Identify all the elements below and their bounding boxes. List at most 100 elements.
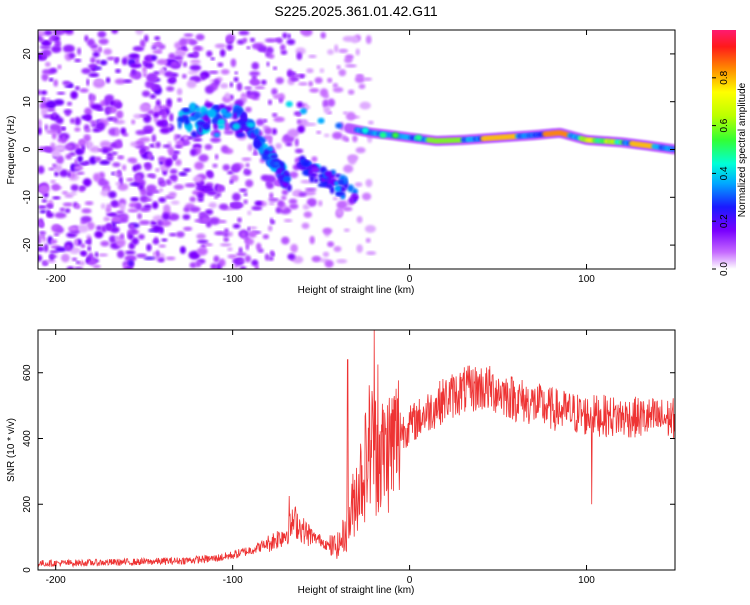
spectrogram-cell (176, 88, 183, 96)
spectrogram-cell (218, 220, 227, 224)
spectrogram-cell (245, 179, 254, 188)
spectrogram-cell (116, 210, 125, 215)
spectrogram-cell (217, 62, 224, 67)
spectrogram-cell (43, 30, 53, 36)
spectrogram-cell (44, 124, 48, 131)
spectrogram-cell (355, 48, 360, 56)
spectrogram-cell (300, 30, 306, 34)
spectrogram-cell (364, 224, 376, 233)
colorbar-tick-label: 0.6 (719, 118, 730, 132)
spectrogram-cell (210, 137, 222, 143)
spectrogram-cell (150, 220, 158, 226)
spectrogram-cell (59, 169, 69, 178)
spectrogram-cell (300, 179, 313, 184)
spectrogram-cell (139, 195, 149, 203)
spectrogram-cell (334, 185, 342, 192)
spectrogram-cell (68, 52, 76, 59)
spectrogram-cell (81, 144, 86, 152)
spectrogram-cell (229, 81, 234, 88)
spectrogram-cell (50, 239, 58, 244)
spectrogram-cell (308, 80, 313, 87)
spectrogram-cell (181, 107, 191, 113)
spectrogram-cell (91, 94, 96, 102)
spectrogram-cell (132, 46, 145, 52)
spectrogram-cell (261, 153, 270, 161)
spectrogram-cell (238, 30, 250, 36)
spectrogram-cell (281, 236, 290, 245)
spectrogram-cell (351, 193, 358, 198)
y-tick-label: 20 (22, 48, 33, 60)
spectrogram-cell (139, 103, 151, 113)
spectrogram-cell (66, 101, 73, 106)
spectrogram-cell (336, 200, 348, 210)
spectrogram-cell (391, 132, 399, 139)
spectrogram-cell (183, 33, 194, 37)
spectrogram-cell (146, 152, 153, 160)
spectrogram-cell (122, 164, 127, 171)
spectrogram-cell (227, 254, 238, 259)
spectrogram-cell (183, 226, 193, 231)
spectrogram-cell (258, 144, 265, 155)
spectrogram-cell (114, 57, 119, 65)
spectrogram-cell (268, 197, 280, 202)
spectrogram-cell (94, 156, 102, 162)
spectrogram-cell (79, 88, 89, 93)
spectrogram-cell (117, 183, 129, 191)
spectrogram-cell (210, 131, 214, 137)
spectrogram-cell (177, 120, 182, 130)
spectrogram-cell (56, 127, 62, 135)
spectrogram-cell (253, 127, 260, 136)
spectrogram-cell (309, 88, 320, 93)
spectrogram-cell (210, 57, 215, 61)
spectrogram-cell (62, 126, 66, 131)
spectrogram-cell (62, 135, 66, 143)
spectrogram-cell (61, 191, 69, 195)
spectrogram-cell (94, 66, 102, 71)
spectrogram-cell (53, 30, 63, 36)
spectrogram-cell (239, 266, 247, 269)
colorbar-tick-label: 0.2 (719, 214, 730, 228)
spectrogram-cell (327, 183, 333, 189)
spectrogram-cell (158, 177, 164, 182)
spectrogram-cell (197, 192, 205, 200)
spectrogram-cell (332, 82, 339, 89)
spectrogram-cell (52, 196, 61, 200)
spectrogram-cell (100, 240, 110, 247)
spectrogram-cell (298, 82, 309, 86)
spectrogram-cell (342, 111, 348, 115)
spectrogram-cell (120, 233, 125, 239)
spectrogram-cell (44, 61, 51, 67)
spectrogram-cell (56, 91, 66, 95)
spectrogram-cell (314, 77, 323, 84)
spectrogram-cell (146, 62, 154, 69)
spectrogram-cell (168, 148, 174, 157)
spectrogram-cell (246, 122, 255, 128)
colorbar-label: Normalized spectral amplitude (737, 82, 748, 217)
spectrogram-cell (69, 191, 77, 196)
spectrogram-cell (143, 256, 156, 260)
spectrogram-cell (92, 172, 101, 182)
spectrogram-cell (75, 148, 83, 155)
spectrogram-cell (105, 206, 112, 214)
spectrogram-cell (50, 179, 56, 184)
spectrogram-x-ticks: -200 -100 0 100 (46, 30, 595, 285)
spectrogram-cell (296, 52, 303, 61)
spectrogram-cell (268, 136, 273, 145)
spectrogram-cell (220, 69, 230, 75)
spectrogram-cell (156, 58, 168, 65)
spectrogram-cell (80, 243, 86, 249)
spectrogram-cell (95, 251, 99, 258)
spectrogram-cell (127, 157, 137, 163)
spectrogram-cell (232, 192, 241, 202)
spectrogram-cell (172, 153, 178, 160)
spectrogram-cell (149, 94, 157, 99)
spectrogram-cell (302, 204, 310, 210)
spectrogram-cell (334, 44, 339, 53)
spectrogram-cell (241, 157, 252, 162)
spectrogram-cell (39, 209, 47, 214)
spectrogram-cell (213, 255, 220, 263)
snr-frame (37, 329, 676, 571)
spectrogram-cell (207, 108, 217, 119)
spectrogram-cell (45, 259, 56, 263)
spectrogram-cell (206, 50, 213, 57)
